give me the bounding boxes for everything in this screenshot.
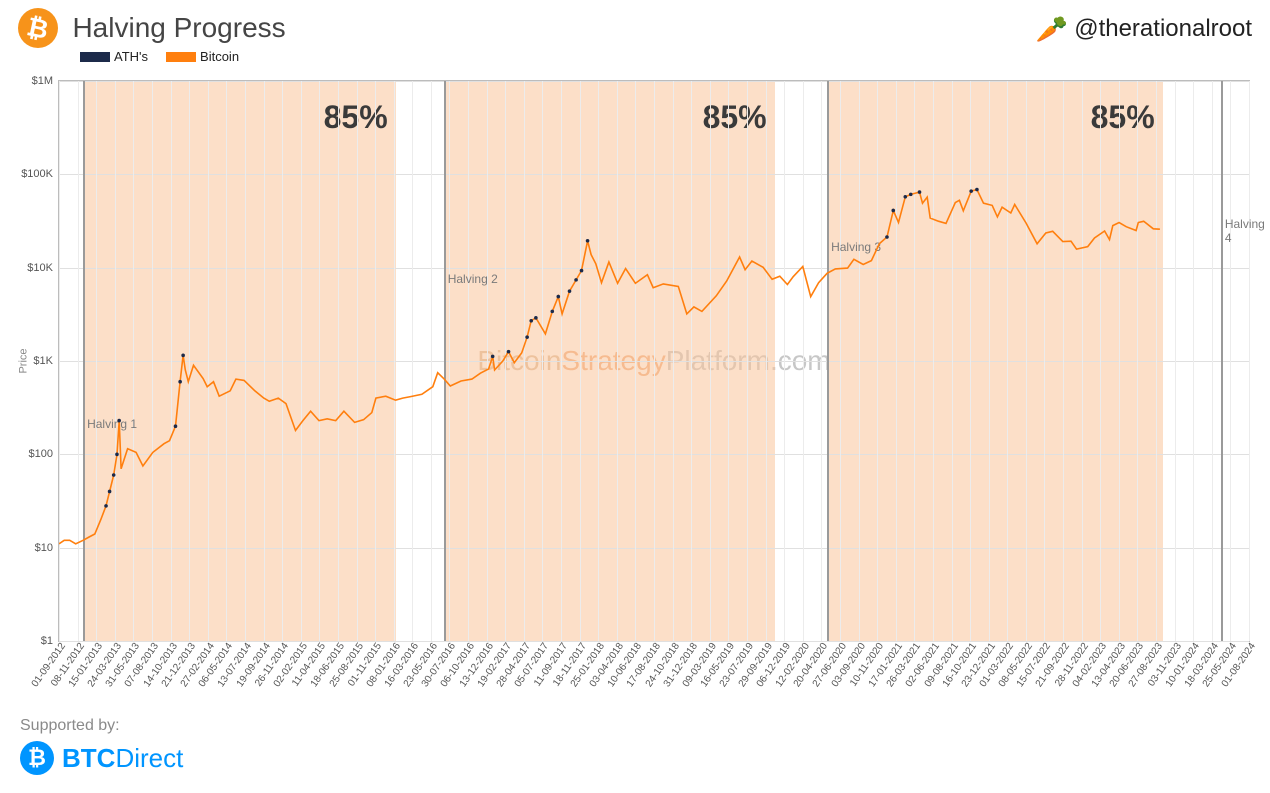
footer-support: Supported by: ₿ BTCDirect [20,717,183,775]
chart-svg [59,81,1249,641]
ath-marker [117,419,121,423]
price-chart: Price BitcoinStrategyPlatform.com 85%85%… [58,80,1250,642]
bitcoin-icon: ₿ [18,8,58,48]
ath-marker [891,209,895,213]
y-tick-label: $10 [35,542,53,554]
ath-marker [580,269,584,273]
ath-marker [534,316,538,320]
ath-marker [108,490,112,494]
y-tick-label: $1M [32,75,53,87]
ath-marker [909,193,913,197]
y-tick-label: $100 [29,448,53,460]
sponsor-icon: ₿ [20,741,54,775]
legend-swatch [80,52,110,62]
y-tick-label: $1 [41,635,53,647]
bitcoin-price-line [59,190,1160,544]
ath-marker [550,310,554,314]
ath-marker [507,350,511,354]
ath-marker [491,355,495,359]
legend-swatch [166,52,196,62]
ath-marker [568,289,572,293]
legend-label: Bitcoin [200,49,239,64]
ath-marker [556,295,560,299]
page-title: Halving Progress [72,12,285,44]
ath-marker [525,335,529,339]
legend-label: ATH's [114,49,148,64]
y-tick-label: $1K [33,355,53,367]
ath-marker [529,319,533,323]
ath-marker [918,190,922,194]
ath-marker [885,235,889,239]
supported-by-label: Supported by: [20,717,183,735]
ath-marker [181,354,185,358]
y-axis-title: Price [18,348,30,373]
ath-marker [115,453,119,457]
sponsor-text: BTCDirect [62,743,183,774]
ath-marker [975,188,979,192]
ath-marker [112,473,116,477]
carrot-icon: 🥕 [1036,14,1068,45]
ath-marker [574,278,578,282]
ath-marker [586,239,590,243]
y-tick-label: $100K [21,168,53,180]
ath-marker [178,380,182,384]
ath-marker [903,195,907,199]
ath-marker [104,504,108,508]
sponsor-logo: ₿ BTCDirect [20,741,183,775]
legend: ATH's Bitcoin [80,48,257,64]
ath-marker [969,189,973,193]
handle-text: @therationalroot [1074,15,1252,42]
author-handle: 🥕@therationalroot [1036,14,1252,45]
y-tick-label: $10K [27,262,53,274]
ath-marker [174,424,178,428]
